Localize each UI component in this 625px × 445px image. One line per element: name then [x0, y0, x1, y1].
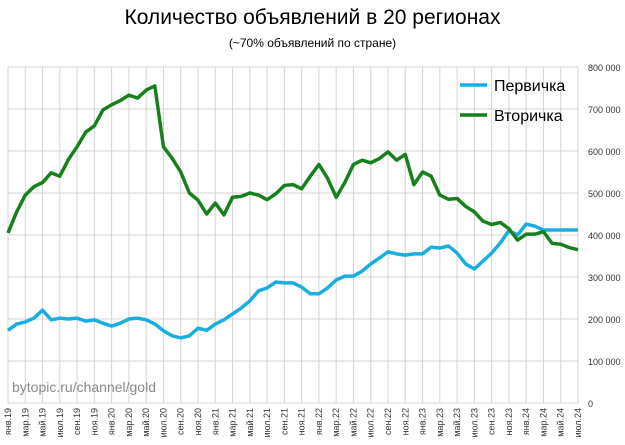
x-tick-label: июл.21	[262, 408, 272, 437]
x-tick-label: май.21	[245, 408, 255, 437]
x-tick-label: янв.19	[3, 408, 13, 435]
x-tick-label: ноя.23	[504, 408, 514, 435]
y-tick-label: 800 000	[588, 63, 621, 73]
y-tick-label: 500 000	[588, 189, 621, 199]
x-tick-label: мар.19	[20, 408, 30, 437]
x-tick-label: ноя.21	[297, 408, 307, 435]
x-tick-label: сен.20	[176, 408, 186, 435]
y-tick-label: 600 000	[588, 147, 621, 157]
x-tick-label: сен.23	[487, 408, 497, 435]
series-line-primary	[6, 222, 578, 340]
x-tick-label: сен.19	[72, 408, 82, 435]
x-tick-label: май.24	[556, 408, 566, 437]
x-tick-label: июл.22	[366, 408, 376, 437]
legend-label: Вторичка	[494, 108, 563, 125]
x-tick-label: ноя.22	[400, 408, 410, 435]
x-tick-label: мар.20	[124, 408, 134, 437]
y-tick-label: 700 000	[588, 105, 621, 115]
x-tick-label: мар.24	[538, 408, 548, 437]
y-tick-label: 200 000	[588, 315, 621, 325]
chart-subtitle: (~70% объявлений по стране)	[228, 36, 397, 50]
legend-label: Первичка	[494, 78, 565, 95]
x-tick-label: янв.21	[210, 408, 220, 435]
x-tick-label: янв.22	[314, 408, 324, 435]
y-tick-label: 100 000	[588, 357, 621, 367]
x-tick-label: янв.20	[107, 408, 117, 435]
x-tick-label: май.22	[348, 408, 358, 437]
x-tick-label: май.19	[38, 408, 48, 437]
x-tick-label: мар.21	[228, 408, 238, 437]
y-tick-label: 0	[588, 399, 593, 409]
x-tick-label: май.20	[141, 408, 151, 437]
y-tick-label: 400 000	[588, 231, 621, 241]
x-tick-label: ноя.19	[89, 408, 99, 435]
x-tick-label: июл.19	[55, 408, 65, 437]
watermark: bytopic.ru/channel/gold	[12, 379, 156, 395]
x-tick-label: сен.21	[279, 408, 289, 435]
x-tick-label: мар.23	[435, 408, 445, 437]
x-tick-label: июл.23	[469, 408, 479, 437]
x-tick-label: ноя.20	[193, 408, 203, 435]
x-tick-label: сен.22	[383, 408, 393, 435]
chart-title: Количество объявлений в 20 регионах	[124, 6, 501, 29]
series-line-secondary	[6, 84, 579, 252]
y-tick-label: 300 000	[588, 273, 621, 283]
x-tick-label: июл.24	[573, 408, 583, 437]
x-tick-label: янв.23	[418, 408, 428, 435]
x-tick-label: июл.20	[158, 408, 168, 437]
x-tick-label: мар.22	[331, 408, 341, 437]
x-tick-label: май.23	[452, 408, 462, 437]
x-tick-label: янв.24	[521, 408, 531, 435]
